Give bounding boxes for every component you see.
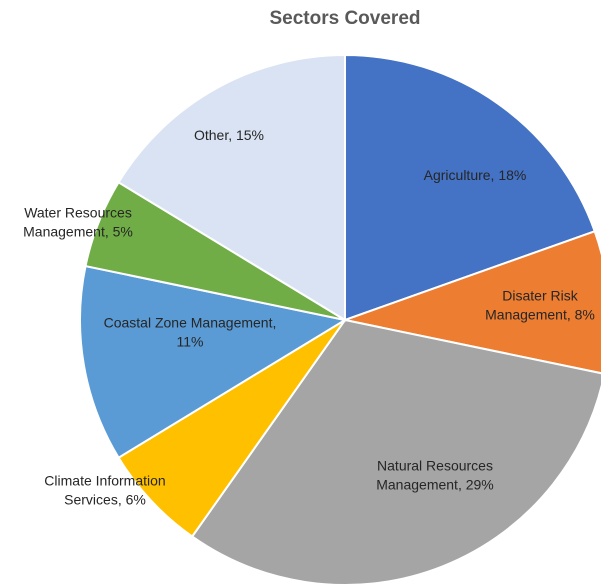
pie-slice-agriculture bbox=[344, 53, 596, 322]
slice-label-agriculture: Agriculture, 18% bbox=[424, 167, 527, 183]
slice-label-natural-resources-management: Natural Resources Management, 29% bbox=[376, 458, 494, 493]
pie-slice-natural-resources-management bbox=[190, 318, 601, 585]
pie-slice-other bbox=[117, 53, 346, 322]
slice-label-coastal-zone-management: Coastal Zone Management, 11% bbox=[104, 315, 277, 350]
slice-label-other: Other, 15% bbox=[194, 127, 264, 143]
slice-label-disater-risk-management: Disater Risk Management, 8% bbox=[485, 288, 595, 323]
slice-label-climate-information-services: Climate Information Services, 6% bbox=[44, 473, 165, 508]
pie-slice-coastal-zone-management bbox=[79, 264, 348, 460]
pie-slice-climate-information-services bbox=[117, 319, 346, 538]
chart-title: Sectors Covered bbox=[269, 8, 421, 29]
slice-label-water-resources-management: Water Resources Management, 5% bbox=[23, 205, 133, 240]
pie-slice-disater-risk-management bbox=[341, 229, 601, 375]
